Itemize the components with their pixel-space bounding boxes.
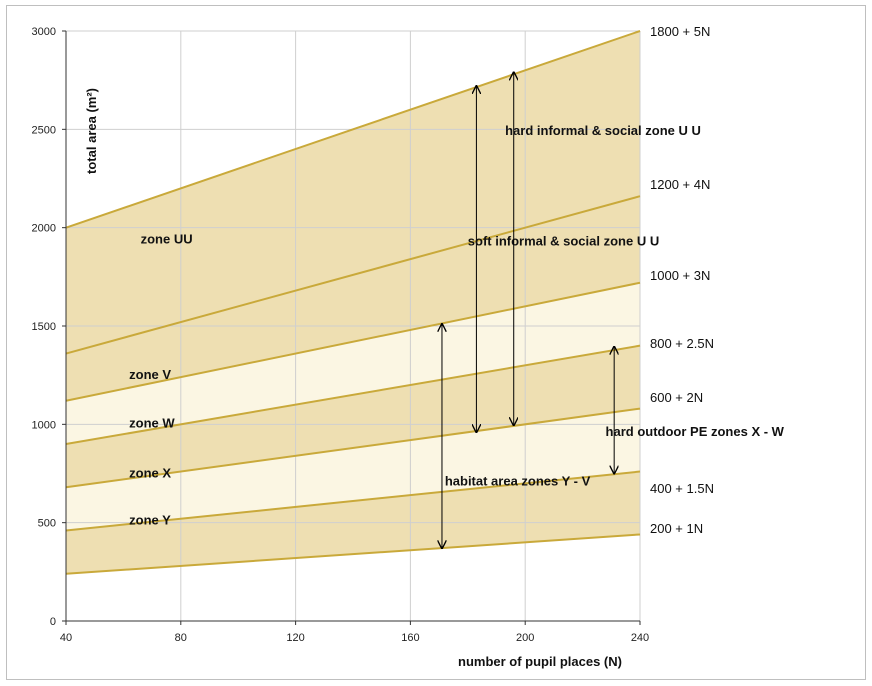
gridlines	[66, 30, 641, 621]
zone-band-1	[66, 408, 640, 531]
series-label-6: 1800 + 5N	[650, 24, 710, 39]
arrow-label-0: habitat area zones Y - V	[445, 473, 591, 488]
zone-boundary-lines	[65, 30, 641, 575]
y-tick-label-2: 1000	[32, 419, 56, 431]
series-label-1: 400 + 1.5N	[650, 481, 714, 496]
zone-band-3	[66, 282, 640, 444]
tick-labels: 0 500 1000 1500 2000 2500 3000 40 80 120 160 200 240	[32, 26, 650, 644]
y-tick-label-0: 0	[50, 616, 56, 628]
zone-label-1: zone X	[129, 465, 171, 480]
arrow-label-1: hard outdoor PE zones X - W	[606, 424, 785, 439]
zone-label-3: zone V	[129, 367, 171, 382]
boundary-line-5	[65, 195, 641, 355]
x-tick-label-2: 120	[286, 632, 304, 644]
boundary-line-3	[65, 344, 641, 445]
axes	[62, 30, 641, 625]
zone-band-4	[66, 31, 640, 401]
series-labels: 200 + 1N 400 + 1.5N 600 + 2N 800 + 2.5N 1000…	[650, 24, 714, 536]
y-axis-title: total area (m²)	[84, 88, 99, 174]
y-tick-label-4: 2000	[32, 223, 56, 235]
y-tick-label-6: 3000	[32, 26, 56, 38]
x-tick-label-1: 80	[175, 632, 187, 644]
series-label-5: 1200 + 4N	[650, 177, 710, 192]
boundary-line-1	[65, 470, 641, 532]
x-tick-label-0: 40	[60, 632, 72, 644]
x-tick-label-4: 200	[516, 632, 534, 644]
boundary-line-4	[65, 281, 641, 402]
boundary-line-6	[65, 30, 641, 229]
zone-label-2: zone W	[129, 415, 175, 430]
boundary-line-2	[65, 407, 641, 489]
zone-fills	[66, 31, 640, 574]
arrow-label-2: soft informal & social zone U U	[468, 233, 659, 248]
dimension-arrows: habitat area zones Y - V hard outdoor PE …	[442, 72, 785, 548]
series-label-3: 800 + 2.5N	[650, 336, 714, 351]
zone-label-4: zone UU	[141, 231, 193, 246]
zone-labels: zone Y zone X zone W zone V zone UU	[129, 231, 192, 527]
y-tick-label-5: 2500	[32, 124, 56, 136]
series-label-4: 1000 + 3N	[650, 268, 710, 283]
zone-band-2	[66, 345, 640, 488]
zone-label-0: zone Y	[129, 513, 171, 528]
series-label-0: 200 + 1N	[650, 521, 703, 536]
x-axis-title: number of pupil places (N)	[458, 654, 622, 669]
y-tick-label-1: 500	[38, 518, 56, 530]
series-label-2: 600 + 2N	[650, 390, 703, 405]
boundary-line-0	[65, 533, 641, 575]
x-tick-label-3: 160	[401, 632, 419, 644]
arrow-label-3: hard informal & social zone U U	[505, 123, 701, 138]
y-tick-label-3: 1500	[32, 321, 56, 333]
x-tick-label-5: 240	[631, 632, 649, 644]
